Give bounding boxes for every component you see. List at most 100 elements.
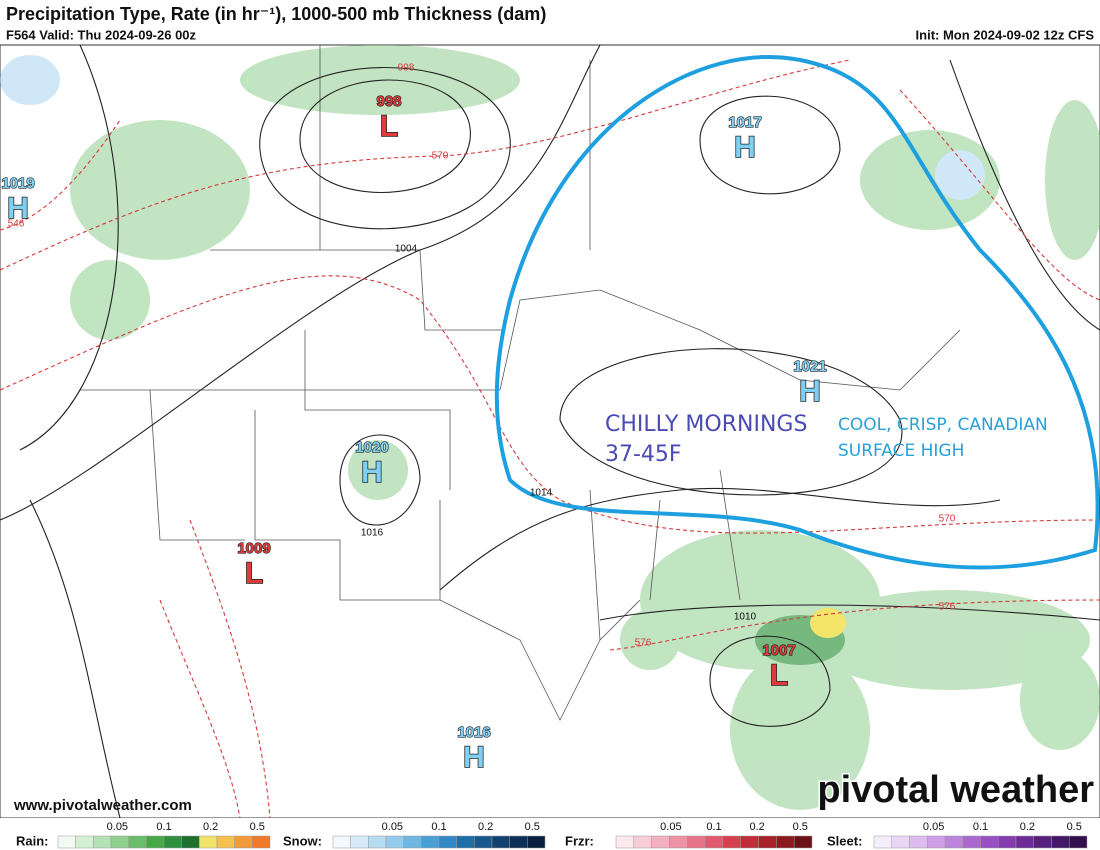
legend-swatch [944, 835, 963, 849]
legend-swatch [873, 835, 892, 849]
contour-label: 1014 [530, 488, 553, 499]
legend-swatch [909, 835, 928, 849]
pressure-value: 1007 [762, 642, 795, 659]
legend-tick: 0.05 [107, 821, 128, 833]
legend-tick: 0.5 [250, 821, 265, 833]
legend-swatch [776, 835, 795, 849]
legend-swatch [163, 835, 182, 849]
legend-tick: 0.5 [1067, 821, 1082, 833]
legend-swatch [722, 835, 741, 849]
legend-swatch [234, 835, 253, 849]
legend-swatch [216, 835, 235, 849]
legend-swatch [758, 835, 777, 849]
legend-swatch [527, 835, 546, 849]
legend-swatch [740, 835, 759, 849]
pressure-value: 1021 [793, 358, 826, 375]
legend-swatch [57, 835, 76, 849]
legend-tick: 0.1 [706, 821, 721, 833]
legend-swatch [1069, 835, 1088, 849]
annotation: SURFACE HIGH [838, 441, 964, 461]
pressure-letter: L [770, 659, 788, 692]
legend-swatch [1051, 835, 1070, 849]
legend-tick: 0.1 [156, 821, 171, 833]
legend-swatch [456, 835, 475, 849]
legend-tick: 0.5 [525, 821, 540, 833]
annotation: COOL, CRISP, CANADIAN [838, 415, 1048, 435]
legend-swatch [1015, 835, 1034, 849]
legend-label: Rain: [16, 833, 49, 848]
init-time: Init: Mon 2024-09-02 12z CFS [916, 27, 1095, 42]
legend-swatch [93, 835, 112, 849]
legend-tick: 0.05 [660, 821, 681, 833]
legend-swatch [633, 835, 652, 849]
borders [80, 45, 961, 721]
legend-swatch [252, 835, 271, 849]
legend-swatch [687, 835, 706, 849]
legend-swatch [962, 835, 981, 849]
pressure-letter: L [245, 557, 263, 590]
legend-swatch [998, 835, 1017, 849]
legend-swatch [332, 835, 351, 849]
contour-label: 1016 [361, 528, 384, 539]
watermark: pivotal weather [817, 769, 1094, 811]
contour-label: 546 [8, 219, 25, 230]
legend-swatch [75, 835, 94, 849]
pressure-letter: H [7, 192, 29, 225]
legend-swatch [891, 835, 910, 849]
legend-swatch [509, 835, 528, 849]
legend-swatch [128, 835, 147, 849]
legend-swatch [421, 835, 440, 849]
legend-tick: 0.1 [431, 821, 446, 833]
contour-label: 1004 [395, 244, 418, 255]
legend-label: Sleet: [827, 833, 862, 848]
title: Precipitation Type, Rate (in hr⁻¹), 1000… [6, 4, 546, 24]
legend-swatch [793, 835, 813, 849]
map-area [0, 44, 1100, 819]
contour-label: 570 [432, 151, 449, 162]
legend-swatch [980, 835, 999, 849]
legend-swatch [615, 835, 635, 849]
legend-swatch [1033, 835, 1052, 849]
legend-tick: 0.05 [382, 821, 403, 833]
legend-swatch [927, 835, 946, 849]
pressure-letter: H [463, 741, 485, 774]
contour-label: 998 [398, 63, 415, 74]
pressure-letter: H [734, 131, 756, 164]
legend-tick: 0.2 [749, 821, 764, 833]
legend-swatch [146, 835, 165, 849]
annotation: CHILLY MORNINGS [605, 412, 807, 437]
highlight-outline [494, 55, 1100, 570]
pressure-value: 1020 [355, 439, 388, 456]
contour-label: 570 [939, 514, 956, 525]
legend-swatch [385, 835, 404, 849]
legend-swatch [474, 835, 493, 849]
legend-swatch [199, 835, 218, 849]
annotation: 37-45F [605, 442, 682, 467]
legend-swatch [491, 835, 510, 849]
thickness-lines [0, 59, 1100, 819]
pressure-letter: H [799, 375, 821, 408]
legend-swatch [651, 835, 670, 849]
pressure-letter: L [380, 110, 398, 143]
pressure-value: 1009 [237, 540, 270, 557]
valid-time: F564 Valid: Thu 2024-09-26 00z [6, 27, 197, 42]
legend-label: Snow: [283, 833, 322, 848]
legend-swatch [110, 835, 129, 849]
pressure-letter: H [361, 456, 383, 489]
legend: Rain: 0.05 0.1 0.2 0.5 Snow: 0.05 0.1 0.2 0.5 Frzr… [0, 818, 1100, 850]
legend-tick: 0.2 [478, 821, 493, 833]
legend-swatch [181, 835, 200, 849]
contour-label: 576 [635, 638, 652, 649]
pressure-value: 1017 [728, 114, 761, 131]
legend-tick: 0.1 [973, 821, 988, 833]
legend-swatch [669, 835, 688, 849]
website: www.pivotalweather.com [13, 797, 192, 814]
legend-tick: 0.2 [203, 821, 218, 833]
contour-label: 1010 [734, 612, 757, 623]
precip-areas [0, 45, 1100, 810]
legend-tick: 0.5 [793, 821, 808, 833]
legend-swatch [368, 835, 387, 849]
legend-swatch [350, 835, 369, 849]
pressure-value: 1016 [457, 724, 490, 741]
